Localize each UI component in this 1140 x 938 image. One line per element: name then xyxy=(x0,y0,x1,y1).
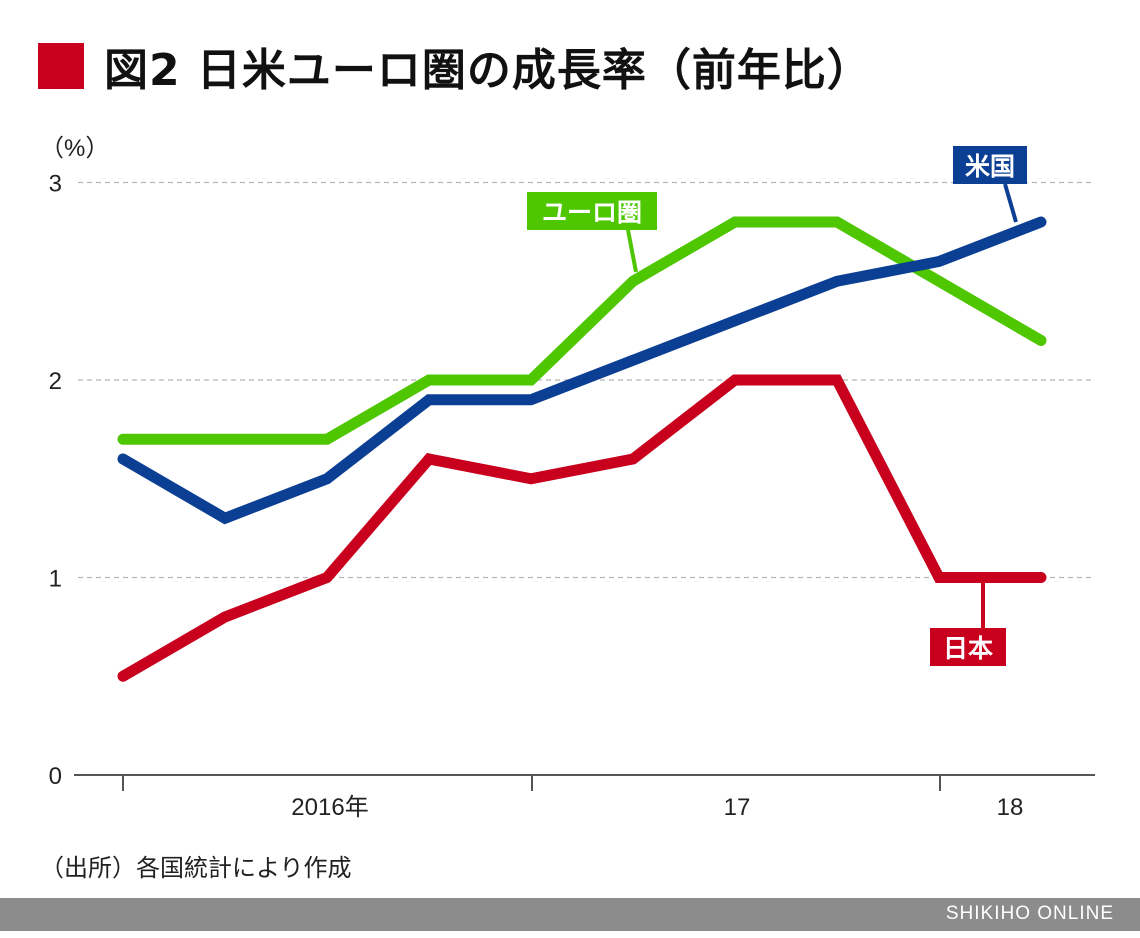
series-line-1 xyxy=(117,216,1047,525)
footer-bar: SHIKIHO ONLINE xyxy=(0,898,1140,931)
series-line-0 xyxy=(117,374,1047,682)
callout-box xyxy=(953,146,1027,184)
series-label: 米国 xyxy=(965,152,1015,181)
callout-box xyxy=(527,192,657,230)
footer-brand: SHIKIHO ONLINE xyxy=(945,903,1114,924)
x-tick-label: 2016年 xyxy=(291,794,368,821)
y-tick-label: 0 xyxy=(49,763,62,790)
y-tick-label: 2 xyxy=(49,368,62,395)
callout-pointer xyxy=(626,229,638,273)
title-marker xyxy=(38,43,84,89)
chart-title: 図2 日米ユーロ圏の成長率（前年比） xyxy=(38,34,872,98)
x-tick-label: 17 xyxy=(724,794,751,821)
y-axis-unit: （%） xyxy=(40,135,109,162)
callout-pointer xyxy=(1003,183,1018,223)
series-label: 日本 xyxy=(943,634,993,663)
source-note: （出所）各国統計により作成 xyxy=(40,854,352,882)
series-label: ユーロ圏 xyxy=(542,198,642,227)
y-tick-label: 3 xyxy=(49,171,62,198)
x-tick-label: 18 xyxy=(997,794,1024,821)
callout-box xyxy=(930,628,1006,666)
title-text: 図2 日米ユーロ圏の成長率（前年比） xyxy=(104,45,872,96)
y-tick-label: 1 xyxy=(49,566,62,593)
series-line-2 xyxy=(117,216,1047,445)
